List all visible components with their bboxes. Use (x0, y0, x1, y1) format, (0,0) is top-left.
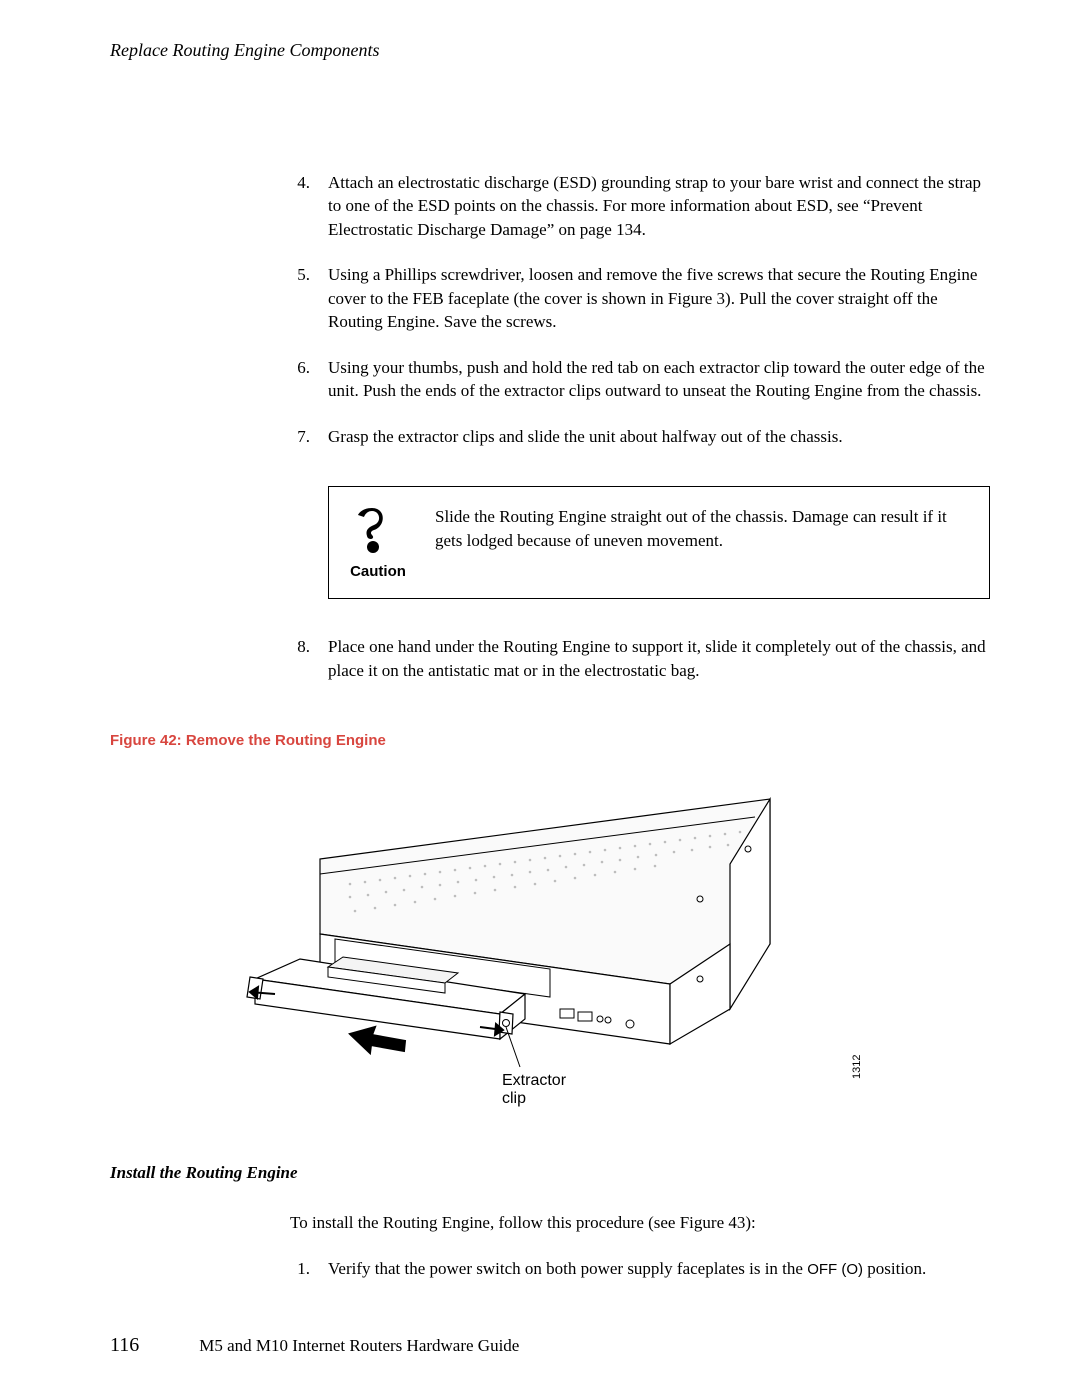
page-number: 116 (110, 1334, 139, 1357)
install-step-1: 1. Verify that the power switch on both … (290, 1257, 990, 1281)
figure-42: Extractor clip 1312 (110, 779, 990, 1119)
figure-label-extractor: Extractor (502, 1072, 567, 1089)
install-content: To install the Routing Engine, follow th… (290, 1211, 990, 1281)
caution-icon-wrap: Caution (347, 505, 409, 582)
page: Replace Routing Engine Components 4. Att… (0, 0, 1080, 1397)
caution-box: Caution Slide the Routing Engine straigh… (328, 486, 990, 599)
install-intro: To install the Routing Engine, follow th… (290, 1211, 990, 1235)
step-8: 8. Place one hand under the Routing Engi… (290, 635, 990, 682)
step-text: Grasp the extractor clips and slide the … (328, 425, 843, 448)
caution-icon (352, 505, 404, 553)
step-text: Place one hand under the Routing Engine … (328, 635, 990, 682)
routing-engine-diagram: Extractor clip 1312 (200, 779, 900, 1119)
step-text: Using your thumbs, push and hold the red… (328, 356, 990, 403)
figure-caption: Figure 42: Remove the Routing Engine (110, 732, 990, 749)
step-text: Using a Phillips screwdriver, loosen and… (328, 263, 990, 333)
install-steps: 1. Verify that the power switch on both … (290, 1257, 990, 1281)
content-column: 4. Attach an electrostatic discharge (ES… (290, 171, 990, 682)
step-number: 4. (290, 171, 310, 241)
caution-label: Caution (350, 561, 406, 582)
step-number: 8. (290, 635, 310, 682)
step-1-bold: OFF (O) (807, 1261, 863, 1278)
step-7: 7. Grasp the extractor clips and slide t… (290, 425, 990, 448)
step-1-post: position. (863, 1259, 926, 1278)
step-text: Verify that the power switch on both pow… (328, 1257, 926, 1281)
page-footer: 116 M5 and M10 Internet Routers Hardware… (110, 1334, 519, 1357)
step-1-pre: Verify that the power switch on both pow… (328, 1259, 807, 1278)
step-6: 6. Using your thumbs, push and hold the … (290, 356, 990, 403)
step-4: 4. Attach an electrostatic discharge (ES… (290, 171, 990, 241)
step-number: 7. (290, 425, 310, 448)
running-head: Replace Routing Engine Components (110, 40, 990, 61)
figure-label-clip: clip (502, 1090, 526, 1107)
procedure-steps-b: 8. Place one hand under the Routing Engi… (290, 635, 990, 682)
step-5: 5. Using a Phillips screwdriver, loosen … (290, 263, 990, 333)
procedure-steps-a: 4. Attach an electrostatic discharge (ES… (290, 171, 990, 448)
step-text: Attach an electrostatic discharge (ESD) … (328, 171, 990, 241)
step-number: 1. (290, 1257, 310, 1281)
caution-text: Slide the Routing Engine straight out of… (435, 505, 971, 553)
step-number: 6. (290, 356, 310, 403)
step-number: 5. (290, 263, 310, 333)
figure-side-label: 1312 (851, 1055, 863, 1079)
install-heading: Install the Routing Engine (110, 1163, 990, 1183)
footer-title: M5 and M10 Internet Routers Hardware Gui… (199, 1336, 519, 1356)
